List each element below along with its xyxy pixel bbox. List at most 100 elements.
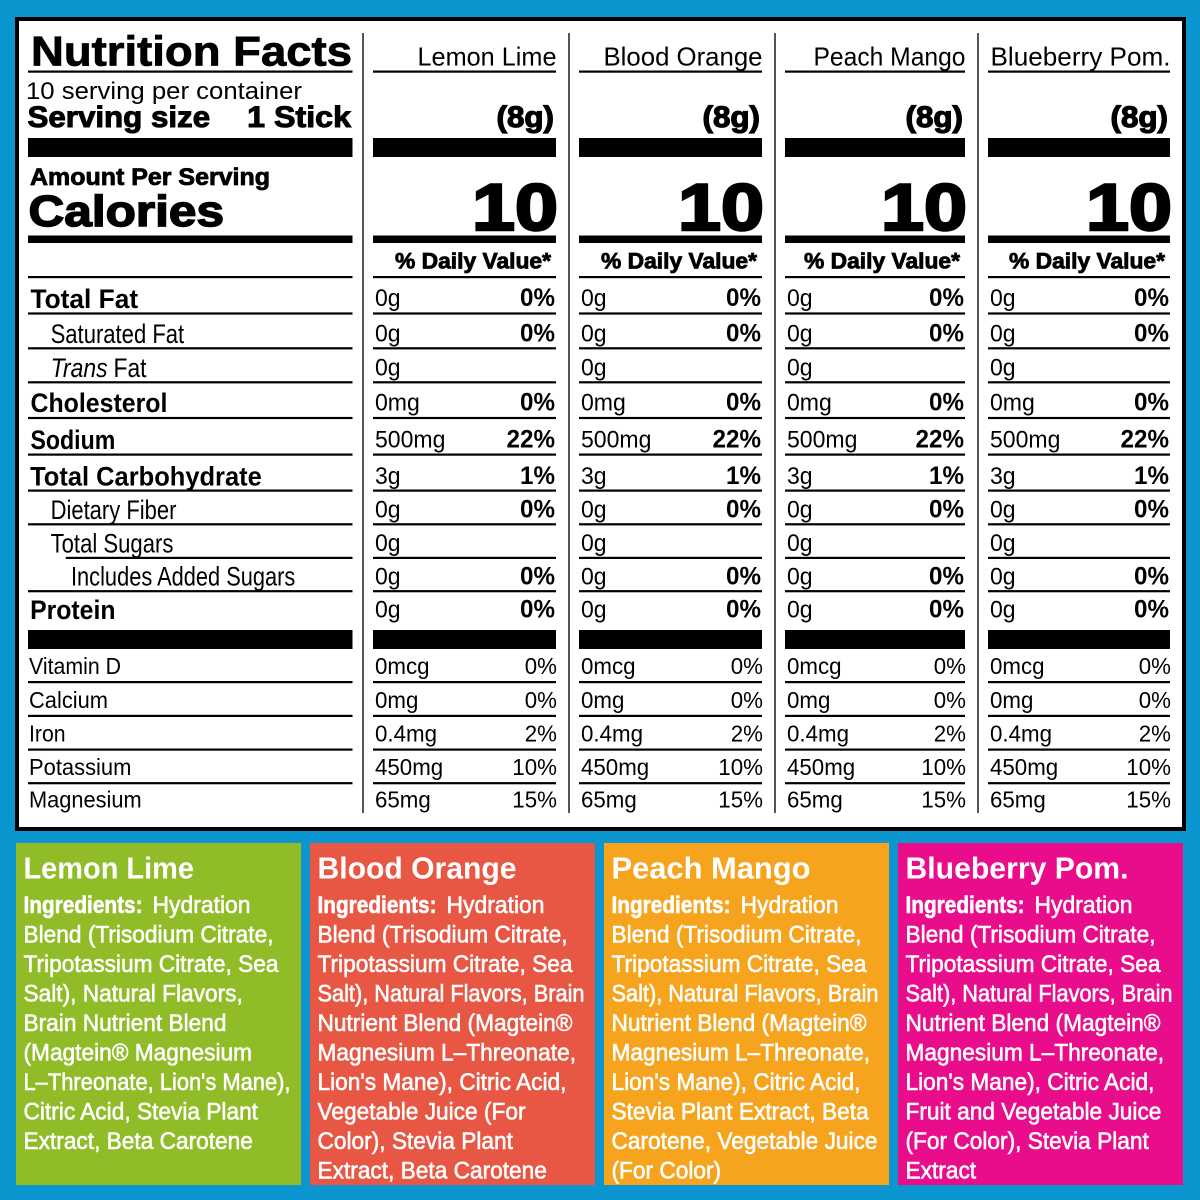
svg-text:10 serving per container: 10 serving per container (26, 78, 302, 105)
svg-text:% Daily Value*: % Daily Value* (601, 249, 757, 274)
svg-text:Magnesium L–Threonate,: Magnesium L–Threonate, (612, 1039, 871, 1066)
svg-text:0mcg: 0mcg (581, 653, 636, 679)
svg-text:0mg: 0mg (581, 687, 624, 713)
svg-text:Hydration: Hydration (447, 892, 545, 919)
svg-text:0mg: 0mg (375, 390, 420, 417)
svg-text:Ingredients:: Ingredients: (24, 892, 143, 919)
svg-text:65mg: 65mg (581, 787, 637, 813)
svg-text:0%: 0% (731, 687, 763, 713)
svg-text:% Daily Value*: % Daily Value* (804, 249, 960, 274)
svg-text:0%: 0% (929, 496, 964, 524)
svg-text:0g: 0g (581, 321, 607, 348)
svg-text:Tripotassium Citrate, Sea: Tripotassium Citrate, Sea (318, 951, 574, 978)
svg-text:0mg: 0mg (375, 687, 418, 713)
svg-text:0%: 0% (929, 563, 964, 591)
svg-text:0%: 0% (1134, 389, 1169, 417)
svg-text:Blueberry Pom.: Blueberry Pom. (991, 42, 1171, 72)
svg-text:Includes Added Sugars: Includes Added Sugars (71, 562, 295, 592)
svg-text:Hydration: Hydration (1035, 892, 1133, 919)
svg-text:0%: 0% (929, 389, 964, 417)
svg-text:10%: 10% (921, 754, 966, 780)
svg-text:500mg: 500mg (375, 427, 445, 454)
svg-text:0g: 0g (375, 321, 401, 348)
svg-text:Lion's Mane), Citric Acid,: Lion's Mane), Citric Acid, (318, 1069, 567, 1096)
svg-text:65mg: 65mg (990, 787, 1046, 813)
svg-text:0mg: 0mg (787, 390, 832, 417)
svg-text:0g: 0g (375, 285, 401, 312)
svg-text:2%: 2% (934, 721, 966, 747)
svg-text:0mcg: 0mcg (990, 653, 1045, 679)
svg-text:0%: 0% (1134, 284, 1169, 312)
svg-text:Nutrient Blend (Magtein®: Nutrient Blend (Magtein® (906, 1010, 1161, 1037)
svg-text:0%: 0% (1134, 596, 1169, 624)
svg-text:0g: 0g (375, 530, 401, 557)
svg-text:0%: 0% (1134, 496, 1169, 524)
svg-text:1%: 1% (520, 462, 555, 490)
svg-text:Citric Acid, Stevia Plant: Citric Acid, Stevia Plant (24, 1098, 259, 1125)
svg-text:Serving size: Serving size (28, 101, 211, 134)
svg-text:0.4mg: 0.4mg (375, 721, 437, 747)
svg-text:Stevia Plant Extract, Beta: Stevia Plant Extract, Beta (612, 1098, 870, 1125)
svg-text:10%: 10% (718, 754, 763, 780)
svg-text:22%: 22% (1121, 426, 1170, 454)
svg-text:0%: 0% (929, 596, 964, 624)
svg-text:Salt), Natural Flavors,: Salt), Natural Flavors, (24, 980, 243, 1007)
svg-text:Nutrient Blend (Magtein®: Nutrient Blend (Magtein® (318, 1010, 573, 1037)
svg-text:0g: 0g (375, 355, 401, 382)
svg-text:Tripotassium Citrate, Sea: Tripotassium Citrate, Sea (24, 951, 280, 978)
svg-text:0g: 0g (787, 564, 813, 591)
svg-text:15%: 15% (718, 787, 763, 813)
svg-text:0%: 0% (520, 284, 555, 312)
svg-text:0%: 0% (726, 596, 761, 624)
svg-text:Blend (Trisodium Citrate,: Blend (Trisodium Citrate, (612, 921, 862, 948)
svg-text:Blend (Trisodium Citrate,: Blend (Trisodium Citrate, (318, 921, 568, 948)
svg-text:Extract: Extract (906, 1157, 977, 1184)
svg-text:0g: 0g (581, 355, 607, 382)
svg-text:Hydration: Hydration (153, 892, 251, 919)
svg-text:0g: 0g (990, 497, 1016, 524)
svg-text:10: 10 (472, 170, 558, 244)
svg-text:Peach Mango: Peach Mango (814, 42, 966, 72)
svg-text:1 Stick: 1 Stick (247, 101, 351, 134)
svg-text:10%: 10% (512, 754, 557, 780)
svg-text:Color), Stevia Plant: Color), Stevia Plant (318, 1128, 514, 1155)
svg-text:0g: 0g (375, 564, 401, 591)
svg-text:0%: 0% (726, 389, 761, 417)
svg-text:0g: 0g (581, 497, 607, 524)
svg-text:Dietary Fiber: Dietary Fiber (51, 495, 177, 525)
svg-text:0.4mg: 0.4mg (990, 721, 1052, 747)
svg-text:0%: 0% (934, 653, 966, 679)
svg-text:Amount Per Serving: Amount Per Serving (30, 164, 270, 191)
svg-text:Nutrient Blend (Magtein®: Nutrient Blend (Magtein® (612, 1010, 867, 1037)
svg-text:Carotene, Vegetable Juice: Carotene, Vegetable Juice (612, 1128, 878, 1155)
svg-text:0g: 0g (990, 285, 1016, 312)
svg-text:10: 10 (881, 170, 967, 244)
svg-text:L–Threonate, Lion's Mane),: L–Threonate, Lion's Mane), (24, 1069, 291, 1096)
svg-text:Protein: Protein (30, 595, 115, 625)
svg-text:Salt), Natural Flavors, Brain: Salt), Natural Flavors, Brain (612, 980, 879, 1007)
svg-text:Lemon Lime: Lemon Lime (24, 851, 195, 886)
svg-text:0mg: 0mg (990, 390, 1035, 417)
svg-text:450mg: 450mg (375, 754, 443, 780)
svg-text:1%: 1% (726, 462, 761, 490)
svg-text:Nutrition Facts: Nutrition Facts (31, 28, 352, 75)
svg-text:0%: 0% (520, 496, 555, 524)
svg-text:65mg: 65mg (787, 787, 843, 813)
svg-text:0g: 0g (787, 321, 813, 348)
svg-text:Magnesium: Magnesium (29, 787, 142, 813)
svg-text:0g: 0g (990, 597, 1016, 624)
svg-text:500mg: 500mg (787, 427, 857, 454)
svg-text:Lion's Mane), Citric Acid,: Lion's Mane), Citric Acid, (906, 1069, 1155, 1096)
svg-text:Total Sugars: Total Sugars (51, 528, 174, 558)
svg-text:(8g): (8g) (906, 101, 964, 134)
svg-text:0%: 0% (1134, 563, 1169, 591)
svg-text:10%: 10% (1126, 754, 1171, 780)
svg-text:0g: 0g (375, 597, 401, 624)
svg-text:Salt), Natural Flavors, Brain: Salt), Natural Flavors, Brain (318, 980, 585, 1007)
svg-text:0g: 0g (990, 355, 1016, 382)
svg-text:0%: 0% (726, 284, 761, 312)
svg-text:0mg: 0mg (581, 390, 626, 417)
svg-text:0g: 0g (581, 285, 607, 312)
svg-text:15%: 15% (921, 787, 966, 813)
svg-text:450mg: 450mg (787, 754, 855, 780)
